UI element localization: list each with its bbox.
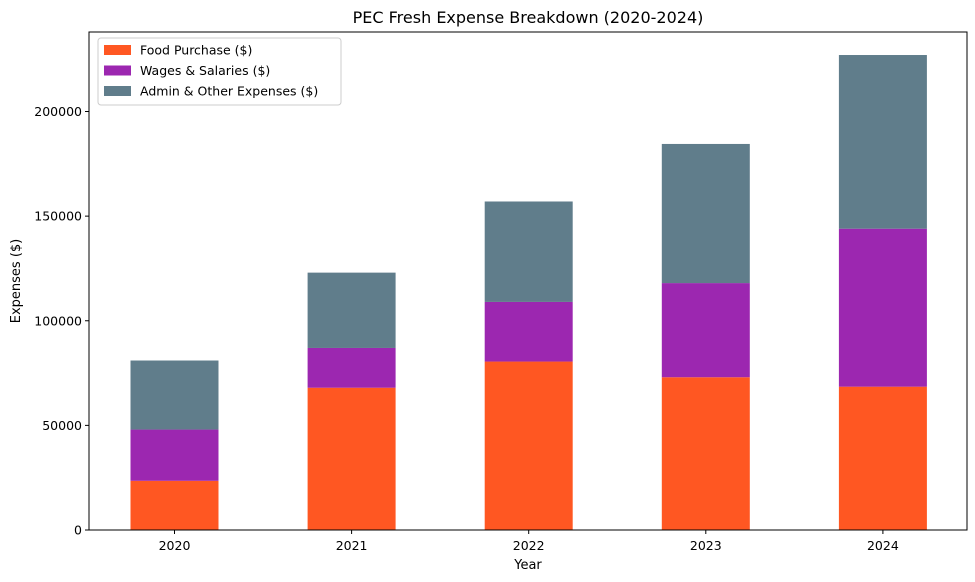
x-axis-label: Year bbox=[513, 558, 542, 573]
legend-label-0: Food Purchase ($) bbox=[140, 43, 252, 58]
y-tick-label: 50000 bbox=[42, 418, 82, 433]
y-tick-label: 0 bbox=[74, 523, 82, 538]
x-tick-label: 2024 bbox=[867, 538, 899, 553]
legend-label-1: Wages & Salaries ($) bbox=[140, 63, 270, 78]
y-tick-label: 200000 bbox=[34, 104, 82, 119]
chart-title: PEC Fresh Expense Breakdown (2020-2024) bbox=[353, 8, 704, 27]
plot-frame bbox=[88, 31, 968, 531]
bar-2020-series-2 bbox=[130, 360, 219, 430]
bar-2021-series-2 bbox=[307, 272, 396, 348]
bar-2023-series-2 bbox=[661, 143, 750, 284]
legend-label-2: Admin & Other Expenses ($) bbox=[140, 84, 318, 99]
x-tick-label: 2023 bbox=[690, 538, 722, 553]
bar-2020-series-1 bbox=[130, 429, 219, 481]
bar-2021-series-0 bbox=[307, 387, 396, 530]
legend-swatch-2 bbox=[104, 86, 131, 96]
bar-2023-series-1 bbox=[661, 283, 750, 378]
y-tick-label: 150000 bbox=[34, 209, 82, 224]
bars-layer bbox=[130, 55, 927, 530]
bar-2024-series-0 bbox=[838, 386, 927, 530]
x-tick-label: 2022 bbox=[513, 538, 545, 553]
bar-2021-series-1 bbox=[307, 347, 396, 388]
y-axis-label: Expenses ($) bbox=[9, 239, 24, 324]
bar-2022-series-1 bbox=[484, 301, 573, 362]
bar-2020-series-0 bbox=[130, 480, 219, 530]
legend: Food Purchase ($) Wages & Salaries ($) Adm… bbox=[97, 37, 342, 106]
axes-layer: 0 50000 100000 150000 200000 2020 2021 2022 2023… bbox=[34, 31, 968, 553]
bar-2024-series-1 bbox=[838, 228, 927, 387]
legend-swatch-1 bbox=[104, 65, 131, 76]
bar-2022-series-2 bbox=[484, 201, 573, 302]
x-tick-label: 2021 bbox=[336, 538, 368, 553]
y-tick-label: 100000 bbox=[34, 313, 82, 328]
bar-2023-series-0 bbox=[661, 377, 750, 530]
bar-2024-series-2 bbox=[838, 55, 927, 229]
legend-box bbox=[97, 37, 342, 106]
x-tick-label: 2020 bbox=[159, 538, 191, 553]
legend-swatch-0 bbox=[104, 45, 131, 55]
bar-2022-series-0 bbox=[484, 361, 573, 530]
